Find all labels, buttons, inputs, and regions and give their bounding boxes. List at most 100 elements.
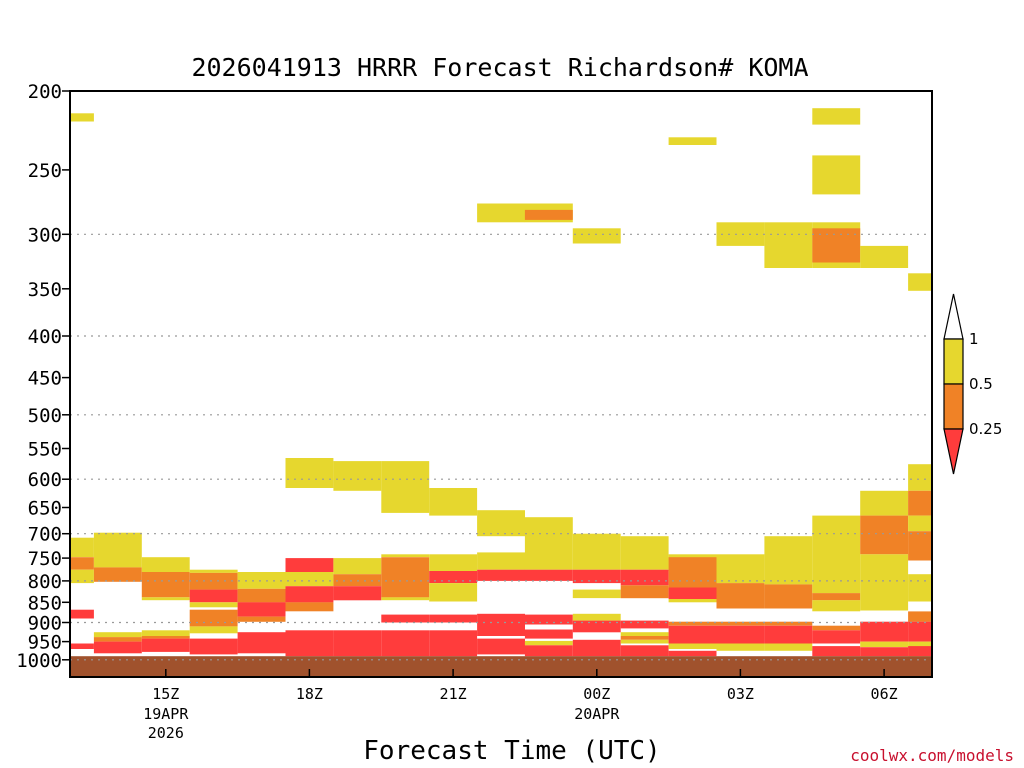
x-tick-label: 15Z [152,685,179,703]
ri-cell [908,464,932,491]
ri-cell [189,626,238,634]
ri-cell [477,638,525,655]
y-tick-label: 450 [28,368,62,390]
ri-cell [572,639,621,657]
ri-cell [524,614,573,625]
ri-cell [429,554,478,571]
colorbar-label: 0.25 [969,420,1002,438]
y-tick-label: 750 [28,548,62,570]
ri-cell [237,572,286,589]
ri-cell [189,602,238,608]
x-tick-label: 21Z [440,685,467,703]
ri-cell [908,646,932,657]
ri-cell [908,490,932,516]
colorbar-bin [943,383,964,430]
x-axis-label: Forecast Time (UTC) [363,736,660,766]
ri-cell [860,647,909,657]
ri-cell [189,609,238,627]
ri-cell [333,574,382,587]
ri-cell [860,245,909,268]
ri-cell [908,574,932,602]
ri-cell [620,569,669,586]
ri-cell [716,621,765,626]
ri-cell [716,222,765,246]
ri-cell [812,515,861,594]
ri-cell [620,639,669,644]
ri-cell [812,625,861,631]
ri-cell [572,589,621,599]
ri-cell [620,645,669,657]
ri-cell [812,600,861,612]
y-axis: 200 250 300 350 400 450 500 550 600 650 7007508008… [16,81,70,672]
y-tick-label: 650 [28,498,62,520]
ground-fill [70,656,932,677]
ri-cell [764,222,813,268]
y-tick-label: 400 [28,326,62,348]
ri-cell [141,557,190,572]
ri-cell [812,646,861,657]
ri-cell [620,585,669,599]
ri-cell [908,273,932,291]
ri-cell [189,638,238,655]
ri-cell [668,137,717,145]
ri-cell [93,532,142,568]
ri-cell [620,536,669,570]
ri-cell [429,614,478,623]
colorbar-top-arrow [943,293,964,340]
ri-cell [572,533,621,570]
ri-cell [524,569,573,581]
x-tick-label: 03Z [727,685,754,703]
y-tick-label: 800 [28,571,62,593]
ri-cell [908,611,932,622]
ri-cell [572,620,621,633]
x-tick-label: 18Z [296,685,323,703]
ri-cell [381,630,430,657]
ri-cell [620,636,669,640]
ri-cell [429,488,478,516]
credit-text: coolwx.com/models [850,746,1014,765]
ri-cell [237,588,286,603]
ri-cell [477,569,525,581]
ri-cell [477,510,525,537]
ri-cell [812,593,861,601]
ri-cell [908,621,932,642]
ri-cell [716,583,765,609]
ri-cell [429,630,478,657]
plot-frame [69,90,933,678]
ri-cell [668,587,717,599]
ri-cell [477,613,525,636]
ri-cell [572,569,621,584]
ri-cell [908,515,932,532]
ri-cell [285,558,334,572]
ri-cell [524,640,573,646]
y-tick-label: 550 [28,439,62,461]
y-tick-label: 900 [28,613,62,635]
ri-cell [860,554,909,611]
ri-cell [716,625,765,644]
cells-layer [70,108,932,677]
x-tick-label: 06Z [871,685,898,703]
ri-cell [93,641,142,654]
ri-cell [860,490,909,516]
ri-cell [141,636,190,639]
ri-cell [716,643,765,651]
ri-cell [524,645,573,657]
ri-cell [812,630,861,644]
ri-cell [141,638,190,652]
ri-cell [860,515,909,555]
chart-title: 2026041913 HRRR Forecast Richardson# KOM… [191,53,808,82]
ri-cell [285,572,334,587]
ri-cell [620,620,669,629]
ri-cell [333,461,382,491]
ri-cell [141,630,190,636]
plot-area [69,90,933,678]
y-tick-label: 250 [28,160,62,182]
ri-cell [381,557,430,598]
ri-cell [285,602,334,612]
ri-cell [333,586,382,601]
y-tick-label: 700 [28,524,62,546]
ri-cell [70,557,94,570]
ri-cell [93,632,142,638]
